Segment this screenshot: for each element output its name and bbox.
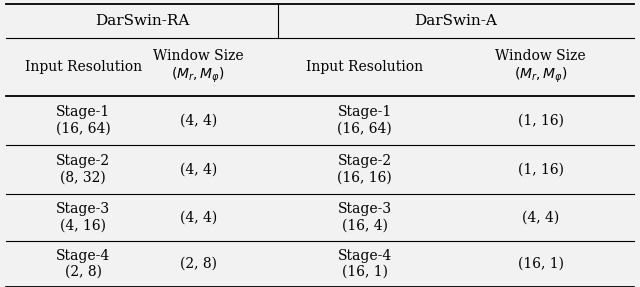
Text: Window Size
$(M_r, M_\varphi)$: Window Size $(M_r, M_\varphi)$ [495,49,586,85]
Text: (4, 4): (4, 4) [180,114,217,127]
Text: (4, 4): (4, 4) [180,210,217,224]
Text: (1, 16): (1, 16) [518,162,564,176]
Text: Stage-3
(4, 16): Stage-3 (4, 16) [56,202,110,232]
Text: (4, 4): (4, 4) [180,162,217,176]
Text: DarSwin-A: DarSwin-A [415,14,497,28]
Text: Stage-2
(16, 16): Stage-2 (16, 16) [337,154,392,185]
Text: Stage-4
(16, 1): Stage-4 (16, 1) [338,249,392,279]
Text: Stage-1
(16, 64): Stage-1 (16, 64) [56,105,111,136]
Text: (4, 4): (4, 4) [522,210,559,224]
Text: Window Size
$(M_r, M_\varphi)$: Window Size $(M_r, M_\varphi)$ [153,49,244,85]
Text: Stage-4
(2, 8): Stage-4 (2, 8) [56,249,110,279]
Text: Input Resolution: Input Resolution [24,60,142,74]
Text: Stage-1
(16, 64): Stage-1 (16, 64) [337,105,392,136]
Text: DarSwin-RA: DarSwin-RA [95,14,189,28]
Text: (2, 8): (2, 8) [180,257,217,271]
Text: Stage-2
(8, 32): Stage-2 (8, 32) [56,154,110,185]
Text: (1, 16): (1, 16) [518,114,564,127]
Text: (16, 1): (16, 1) [518,257,564,271]
Text: Input Resolution: Input Resolution [306,60,424,74]
Text: Stage-3
(16, 4): Stage-3 (16, 4) [338,202,392,232]
